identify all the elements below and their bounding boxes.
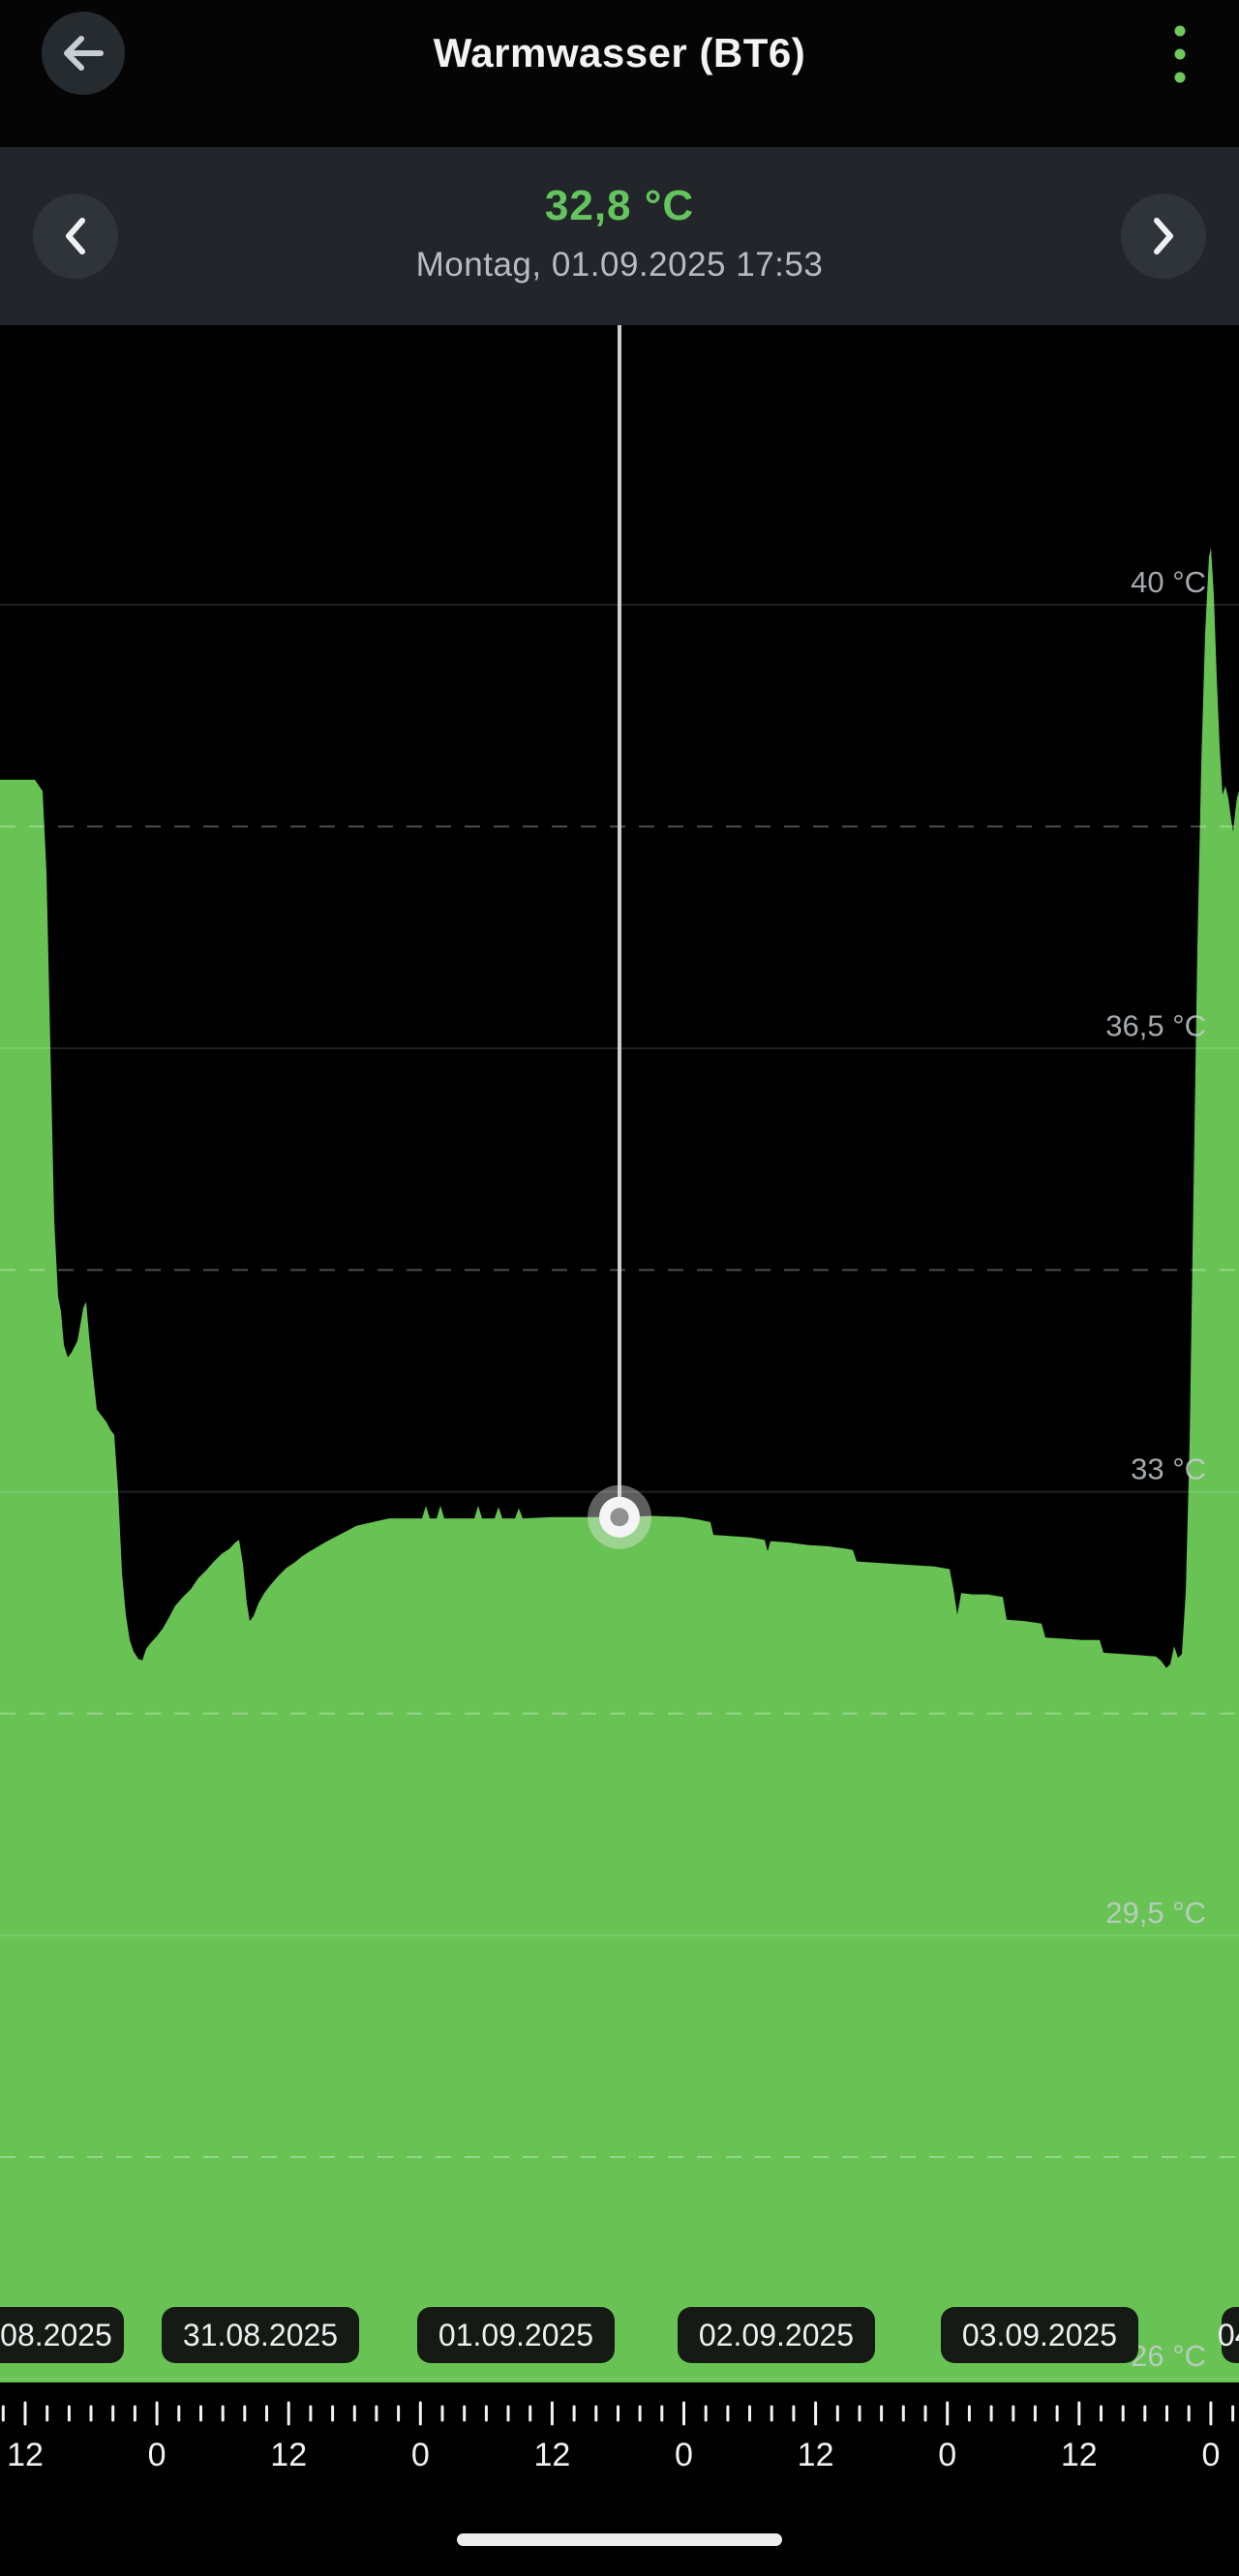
- temperature-chart[interactable]: 40 °C 36,5 °C 33 °C 29,5 °C 26 °C 08.2025 31.0…: [0, 325, 1239, 2382]
- app-header: Warmwasser (BT6): [0, 0, 1239, 147]
- chevron-left-icon: [66, 218, 85, 255]
- date-chip-label: 08.2025: [0, 2318, 112, 2352]
- page-title: Warmwasser (BT6): [433, 30, 806, 75]
- hour-label: 12: [1061, 2437, 1098, 2473]
- y-axis-label: 40 °C: [1131, 565, 1206, 599]
- y-axis-label: 29,5 °C: [1105, 1896, 1206, 1930]
- hour-label: 12: [533, 2437, 570, 2473]
- hour-label: 12: [7, 2437, 44, 2473]
- hour-label: 0: [675, 2437, 693, 2473]
- date-chip-bg: [0, 2307, 124, 2363]
- date-chip-bg: [1222, 2307, 1239, 2363]
- previous-button[interactable]: [33, 194, 118, 279]
- marker-dot: [610, 1508, 629, 1527]
- date-chip: 08.2025: [0, 2307, 124, 2363]
- chevron-right-icon: [1154, 218, 1173, 255]
- temperature-value: 32,8 °C: [544, 182, 695, 229]
- next-button[interactable]: [1121, 194, 1206, 279]
- date-chip: 03.09.2025: [941, 2307, 1138, 2363]
- hour-label: 0: [1201, 2437, 1220, 2473]
- date-chip-label: 02.09.2025: [699, 2318, 854, 2352]
- selected-point-marker[interactable]: [588, 1484, 651, 1549]
- hour-label: 12: [798, 2437, 834, 2473]
- date-chip: 31.08.2025: [162, 2307, 359, 2363]
- bottom-bar: [0, 2483, 1239, 2576]
- hour-label: 0: [148, 2437, 166, 2473]
- hour-label: 12: [270, 2437, 307, 2473]
- menu-button[interactable]: [1138, 13, 1222, 96]
- y-axis-label: 36,5 °C: [1105, 1008, 1206, 1042]
- reading-selector: 32,8 °C Montag, 01.09.2025 17:53: [0, 147, 1239, 325]
- hour-label: 0: [411, 2437, 430, 2473]
- temperature-area: [0, 548, 1239, 2382]
- home-indicator[interactable]: [457, 2533, 782, 2546]
- arrow-left-icon: [64, 36, 104, 71]
- time-ruler[interactable]: 12 0 12 0 12 0 12 0 12 0: [0, 2382, 1239, 2483]
- timestamp: Montag, 01.09.2025 17:53: [415, 246, 824, 284]
- date-chip: 02.09.2025: [678, 2307, 875, 2363]
- back-button[interactable]: [42, 12, 125, 95]
- y-axis-label: 26 °C: [1131, 2339, 1206, 2373]
- date-chip-label: 01.09.2025: [438, 2318, 593, 2352]
- date-chip: 04.09.2025: [1218, 2307, 1239, 2363]
- date-chip-label: 04.09.2025: [1218, 2318, 1239, 2352]
- hour-label: 0: [938, 2437, 956, 2473]
- date-chip-bg: [941, 2307, 1138, 2363]
- date-chip-bg: [678, 2307, 875, 2363]
- date-chip-bg: [162, 2307, 359, 2363]
- date-chip-label: 03.09.2025: [962, 2318, 1117, 2352]
- y-axis-label: 33 °C: [1131, 1453, 1206, 1486]
- kebab-menu-icon: [1174, 25, 1186, 83]
- date-chip: 01.09.2025: [417, 2307, 615, 2363]
- date-chip-label: 31.08.2025: [183, 2318, 338, 2352]
- date-chip-bg: [417, 2307, 615, 2363]
